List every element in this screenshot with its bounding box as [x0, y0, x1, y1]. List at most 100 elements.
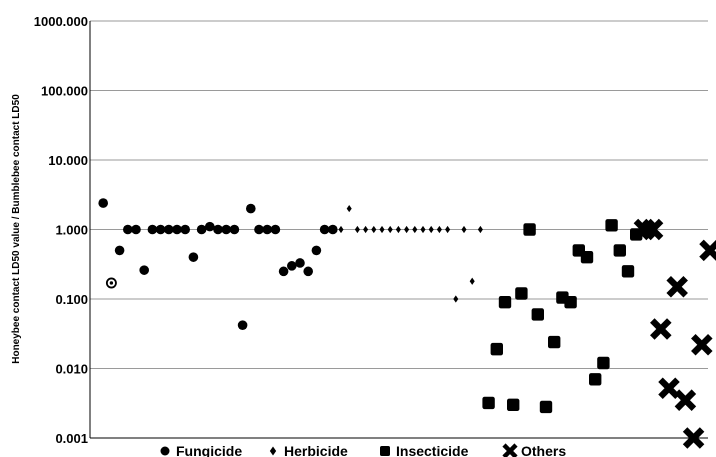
insecticide-point: [580, 250, 594, 264]
insecticide-point: [589, 373, 602, 386]
fungicide-point: [319, 224, 330, 235]
insecticide-point: [531, 308, 544, 321]
y-tick-label: 1.000: [55, 223, 88, 238]
insecticide-point: [490, 342, 503, 356]
legend-item-fungicide: Fungicide: [160, 443, 242, 457]
series-others: [633, 218, 716, 449]
y-tick-label: 0.100: [55, 292, 88, 307]
y-tick-label: 100.000: [41, 84, 88, 99]
legend-label: Insecticide: [396, 443, 469, 457]
others-point: [650, 318, 672, 340]
fungicide-point: [287, 261, 297, 271]
fungicide-point: [213, 224, 223, 235]
insecticide-point: [605, 219, 618, 232]
data-points: [98, 198, 716, 449]
y-tick-label: 1000.000: [34, 14, 88, 29]
insecticide-point: [539, 400, 553, 414]
herbicide-point: [453, 295, 459, 303]
series-herbicide: [338, 204, 483, 303]
insecticide-point: [597, 356, 610, 370]
legend-marker: [160, 446, 170, 456]
herbicide-point: [412, 225, 418, 234]
fungicide-point: [105, 277, 117, 289]
herbicide-point: [363, 225, 369, 234]
fungicide-point: [164, 224, 174, 235]
herbicide-point: [395, 225, 401, 234]
fungicide-point: [180, 224, 190, 235]
fungicide-point: [229, 224, 240, 235]
others-point: [691, 333, 713, 356]
insecticide-point: [498, 295, 512, 309]
others-point: [641, 218, 664, 241]
herbicide-point: [354, 225, 360, 234]
herbicide-point: [346, 204, 352, 213]
insecticide-point: [548, 335, 561, 349]
fungicide-point: [172, 224, 182, 235]
fungicide-point: [254, 224, 264, 235]
fungicide-point: [295, 258, 305, 268]
legend-item-others: Others: [502, 443, 566, 457]
herbicide-point: [338, 225, 344, 234]
insecticide-point: [621, 265, 635, 278]
insecticide-point: [613, 244, 626, 257]
fungicide-point: [262, 224, 273, 235]
herbicide-point: [420, 225, 426, 234]
insecticide-point: [523, 223, 536, 236]
herbicide-point: [428, 225, 434, 234]
fungicide-point: [155, 224, 166, 235]
insecticide-point: [564, 295, 577, 309]
legend-label: Others: [521, 443, 566, 457]
fungicide-point: [98, 198, 108, 208]
gridlines: [90, 20, 708, 439]
herbicide-point: [379, 225, 385, 234]
y-tick-label: 10.000: [48, 153, 88, 168]
legend: Fungicide Herbicide Insecticide Others: [160, 443, 566, 457]
legend-label: Fungicide: [176, 443, 242, 457]
series-insecticide: [482, 219, 643, 414]
y-tick-label: 0.010: [55, 362, 88, 377]
others-point: [674, 389, 697, 411]
herbicide-point: [461, 225, 467, 234]
fungicide-point: [196, 224, 207, 235]
others-point: [682, 427, 705, 449]
y-axis-tick-labels: 0.001 0.010 0.100 1.000 10.000 100.000 1000.00…: [34, 14, 88, 446]
fungicide-point: [270, 224, 281, 235]
legend-item-insecticide: Insecticide: [380, 443, 469, 457]
fungicide-point: [188, 252, 199, 262]
insecticide-point: [482, 396, 495, 410]
insecticide-point: [515, 287, 528, 300]
legend-label: Herbicide: [284, 443, 348, 457]
fungicide-point: [311, 245, 322, 256]
legend-marker: [380, 446, 390, 456]
fungicide-point: [221, 224, 231, 235]
fungicide-point: [328, 224, 338, 235]
fungicide-point: [139, 265, 149, 275]
y-axis-title: Honeybee contact LD50 value / Bumblebee …: [11, 94, 22, 364]
fungicide-point: [147, 224, 158, 235]
legend-item-herbicide: Herbicide: [269, 443, 348, 457]
herbicide-point: [404, 225, 410, 234]
herbicide-point: [371, 225, 377, 234]
herbicide-point: [477, 225, 483, 234]
fungicide-point: [237, 320, 248, 330]
fungicide-point: [278, 266, 289, 277]
others-point: [666, 276, 688, 298]
insecticide-point: [507, 398, 520, 412]
legend-marker: [502, 443, 518, 457]
fungicide-point: [131, 224, 141, 235]
legend-marker: [269, 446, 277, 456]
series-fungicide: [98, 198, 338, 330]
fungicide-point: [246, 203, 256, 214]
herbicide-point: [469, 277, 475, 285]
others-point: [658, 377, 680, 399]
herbicide-point: [387, 225, 393, 234]
fungicide-point: [123, 224, 133, 235]
others-point: [699, 239, 716, 262]
y-tick-label: 0.001: [55, 431, 88, 446]
fungicide-point: [114, 245, 125, 256]
herbicide-point: [436, 225, 442, 234]
herbicide-point: [445, 225, 451, 234]
fungicide-point: [303, 266, 314, 277]
fungicide-point: [205, 221, 215, 232]
